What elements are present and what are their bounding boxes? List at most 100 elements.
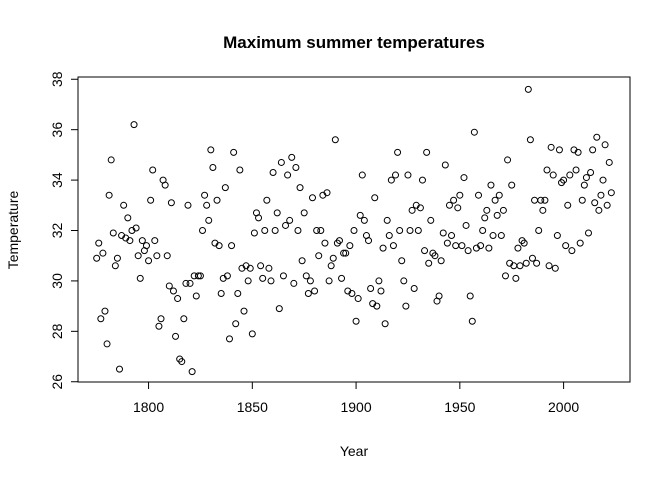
point [392, 171, 400, 179]
point [277, 158, 285, 166]
point [452, 242, 460, 250]
point [182, 279, 190, 287]
point [410, 284, 418, 292]
point [113, 254, 121, 262]
point [358, 171, 366, 179]
point [209, 163, 217, 171]
point [458, 242, 466, 250]
point [151, 237, 159, 245]
point [574, 148, 582, 156]
point [271, 227, 279, 234]
point [421, 247, 429, 255]
point [593, 133, 601, 141]
point [541, 196, 549, 204]
point [439, 229, 447, 237]
point [584, 229, 592, 237]
y-tick-label: 34 [49, 172, 65, 188]
point [572, 166, 580, 174]
point [273, 209, 281, 217]
point [169, 287, 177, 295]
point [406, 227, 414, 234]
point [533, 259, 541, 267]
point [389, 242, 397, 250]
chart-title: Maximum summer temperatures [223, 33, 485, 52]
point [263, 196, 271, 204]
point [188, 368, 196, 376]
point [531, 196, 539, 204]
point [560, 176, 568, 184]
point [230, 148, 238, 156]
point [174, 295, 182, 303]
x-tick-label: 1800 [133, 399, 164, 415]
point [448, 232, 456, 240]
point [485, 244, 493, 252]
point [279, 272, 287, 280]
y-tick-label: 36 [49, 122, 65, 138]
point [607, 189, 615, 197]
point [132, 224, 140, 232]
point [149, 166, 157, 174]
point [165, 282, 173, 290]
point [267, 277, 275, 285]
point [400, 277, 408, 285]
point [178, 358, 186, 366]
point [120, 201, 128, 209]
point [311, 287, 319, 295]
point [147, 196, 155, 204]
point [468, 317, 476, 325]
point [495, 191, 503, 199]
point [535, 227, 543, 234]
point [431, 252, 439, 260]
point [497, 232, 505, 240]
point [528, 254, 536, 262]
point [524, 85, 532, 93]
point [261, 227, 269, 234]
y-axis-label: Temperature [5, 190, 21, 269]
point [217, 290, 225, 298]
point [414, 227, 422, 234]
point [130, 121, 138, 129]
point [167, 199, 175, 207]
y-tick-label: 38 [49, 71, 65, 87]
point [248, 330, 256, 338]
point [294, 227, 302, 234]
point [537, 196, 545, 204]
point [107, 156, 115, 164]
point [601, 141, 609, 149]
point [462, 221, 470, 229]
point [172, 332, 180, 340]
point [456, 191, 464, 199]
point [300, 209, 308, 217]
point [481, 214, 489, 222]
point [350, 227, 358, 234]
point [342, 249, 350, 257]
point [371, 194, 379, 202]
point [454, 204, 462, 212]
point [225, 335, 233, 343]
point [136, 274, 144, 282]
point [145, 257, 153, 265]
point [504, 156, 512, 164]
point [315, 252, 323, 260]
x-tick-label: 1850 [237, 399, 268, 415]
point [327, 262, 335, 270]
point [340, 249, 348, 257]
point [516, 262, 524, 270]
point [404, 171, 412, 179]
point [508, 181, 516, 189]
y-tick-label: 32 [49, 223, 65, 239]
point [443, 239, 451, 247]
point [576, 239, 584, 247]
point [298, 257, 306, 265]
point [116, 365, 124, 373]
point [605, 158, 613, 166]
y-tick-label: 26 [49, 374, 65, 390]
point [313, 227, 321, 234]
point [466, 292, 474, 300]
point [103, 340, 111, 348]
point [221, 184, 229, 192]
y-tick-label: 30 [49, 273, 65, 289]
point [597, 191, 605, 199]
point [394, 148, 402, 156]
point [93, 254, 101, 262]
